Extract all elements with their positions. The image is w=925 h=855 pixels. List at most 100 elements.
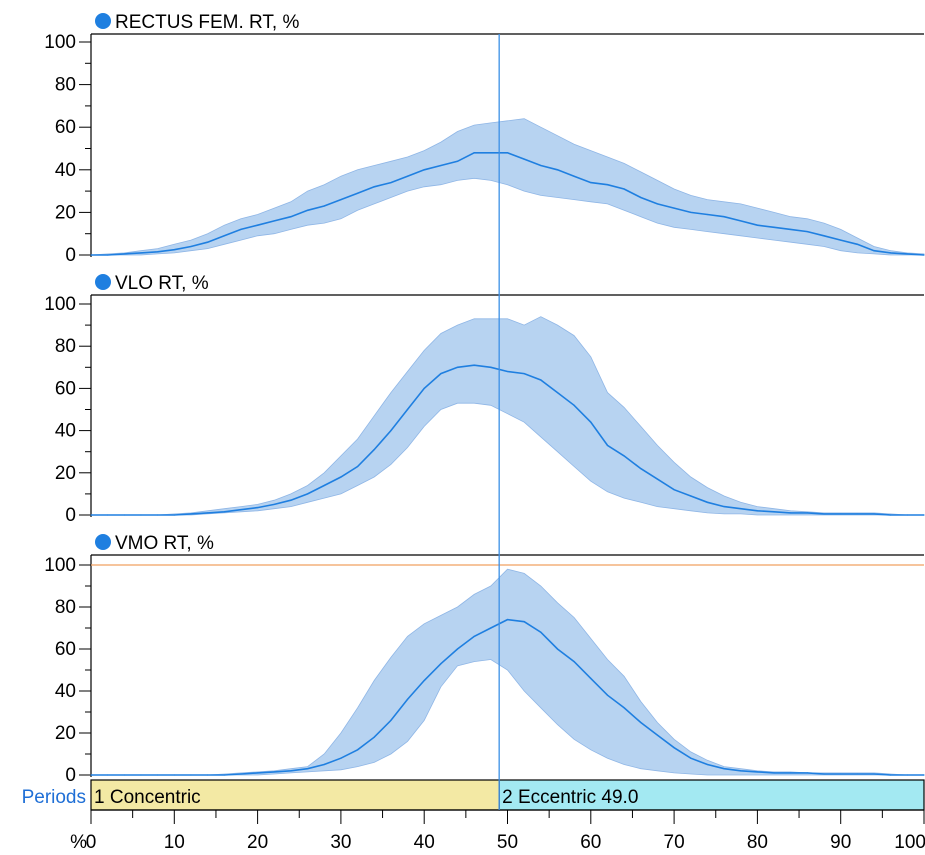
panel-title: VLO RT, % <box>115 273 209 294</box>
mean-point <box>923 514 925 516</box>
panel-2: VLO RT, % 0 20 40 60 80 100 <box>44 273 925 526</box>
mean-point <box>190 513 192 515</box>
panel-title: VMO RT, % <box>115 533 214 554</box>
mean-point <box>873 250 875 252</box>
period-segment[interactable] <box>90 779 500 811</box>
mean-point <box>806 772 808 774</box>
period-segment-label: 2 Eccentric 49.0 <box>502 787 638 808</box>
y-tick-label: 0 <box>65 245 76 266</box>
mean-point <box>173 774 175 776</box>
mean-point <box>273 503 275 506</box>
x-tick-label: 80 <box>747 832 768 853</box>
mean-point <box>323 763 325 766</box>
mean-point <box>790 772 792 774</box>
y-tick-label: 40 <box>55 681 76 702</box>
mean-point <box>423 387 425 389</box>
mean-point <box>906 514 908 516</box>
mean-point <box>273 220 275 222</box>
mean-point <box>856 773 858 775</box>
mean-point <box>723 216 725 218</box>
mean-point <box>906 253 908 255</box>
mean-point <box>906 774 908 776</box>
mean-point <box>306 493 309 495</box>
mean-point <box>540 631 542 633</box>
y-tick-label: 20 <box>55 463 76 484</box>
mean-point <box>123 514 125 516</box>
mean-point <box>656 478 659 480</box>
deviation-band <box>91 568 924 776</box>
mean-point <box>257 224 259 226</box>
mean-point <box>123 774 125 776</box>
mean-point <box>440 373 442 375</box>
mean-point <box>373 186 375 188</box>
mean-point <box>890 252 892 254</box>
mean-point <box>740 220 742 222</box>
mean-point <box>773 511 775 513</box>
mean-point <box>923 774 925 776</box>
panels-group: RECTUS FEM. RT, % 0 20 40 60 80 100 VLO RT, % 0 2… <box>44 12 925 786</box>
series-dot-icon <box>95 274 111 290</box>
y-tick-label: 60 <box>55 639 76 660</box>
mean-point <box>490 366 492 368</box>
mean-point <box>623 188 625 190</box>
mean-point <box>656 203 659 205</box>
mean-point <box>873 513 875 515</box>
mean-point <box>473 152 475 154</box>
mean-point <box>390 430 392 432</box>
mean-point <box>890 514 892 516</box>
mean-point <box>90 774 92 776</box>
x-tick-label: 30 <box>330 832 351 853</box>
mean-point <box>223 774 225 776</box>
mean-point <box>623 455 625 457</box>
mean-point <box>506 619 509 621</box>
mean-point <box>640 196 642 199</box>
y-tick-label: 0 <box>65 505 76 526</box>
panel-3: VMO RT, % 0 20 40 60 80 100 <box>44 533 925 786</box>
y-tick-label: 60 <box>55 378 76 399</box>
mean-point <box>290 216 292 218</box>
y-tick-label: 40 <box>55 421 76 442</box>
mean-point <box>373 736 375 738</box>
y-tick-label: 80 <box>55 597 76 618</box>
mean-point <box>823 235 825 237</box>
mean-point <box>306 209 309 211</box>
mean-point <box>806 230 808 233</box>
mean-point <box>556 169 559 171</box>
mean-point <box>840 513 842 515</box>
y-tick-label: 20 <box>55 723 76 744</box>
mean-point <box>706 763 709 766</box>
mean-point <box>390 719 392 722</box>
y-tick-label: 20 <box>55 202 76 223</box>
mean-point <box>240 509 242 511</box>
mean-point <box>806 512 808 514</box>
mean-point <box>790 228 792 231</box>
deviation-band <box>90 118 925 256</box>
mean-point <box>223 511 225 513</box>
deviation-band <box>91 316 924 516</box>
mean-point <box>723 768 725 770</box>
y-tick-label: 80 <box>55 75 76 96</box>
y-tick-label: 0 <box>65 765 76 786</box>
mean-point <box>157 251 159 253</box>
mean-point <box>606 184 609 186</box>
mean-point <box>523 158 525 160</box>
mean-point <box>573 404 575 406</box>
mean-point <box>890 774 892 776</box>
x-tick-label: 50 <box>497 832 518 853</box>
mean-point <box>656 734 659 736</box>
series-dot-icon <box>95 13 111 29</box>
mean-point <box>356 192 359 194</box>
mean-point <box>456 160 459 162</box>
mean-point <box>90 514 92 516</box>
mean-point <box>673 489 675 491</box>
x-tick-label: 100 <box>894 832 925 853</box>
mean-point <box>556 648 559 650</box>
periods-bar: Periods 1 Concentric 2 Eccentric 49.0 <box>22 779 925 811</box>
mean-point <box>257 507 259 509</box>
mean-point <box>356 465 359 468</box>
mean-point <box>473 635 475 638</box>
mean-point <box>356 749 359 751</box>
mean-point <box>590 181 592 184</box>
mean-point <box>440 663 442 665</box>
panel-1: RECTUS FEM. RT, % 0 20 40 60 80 100 <box>44 12 925 266</box>
